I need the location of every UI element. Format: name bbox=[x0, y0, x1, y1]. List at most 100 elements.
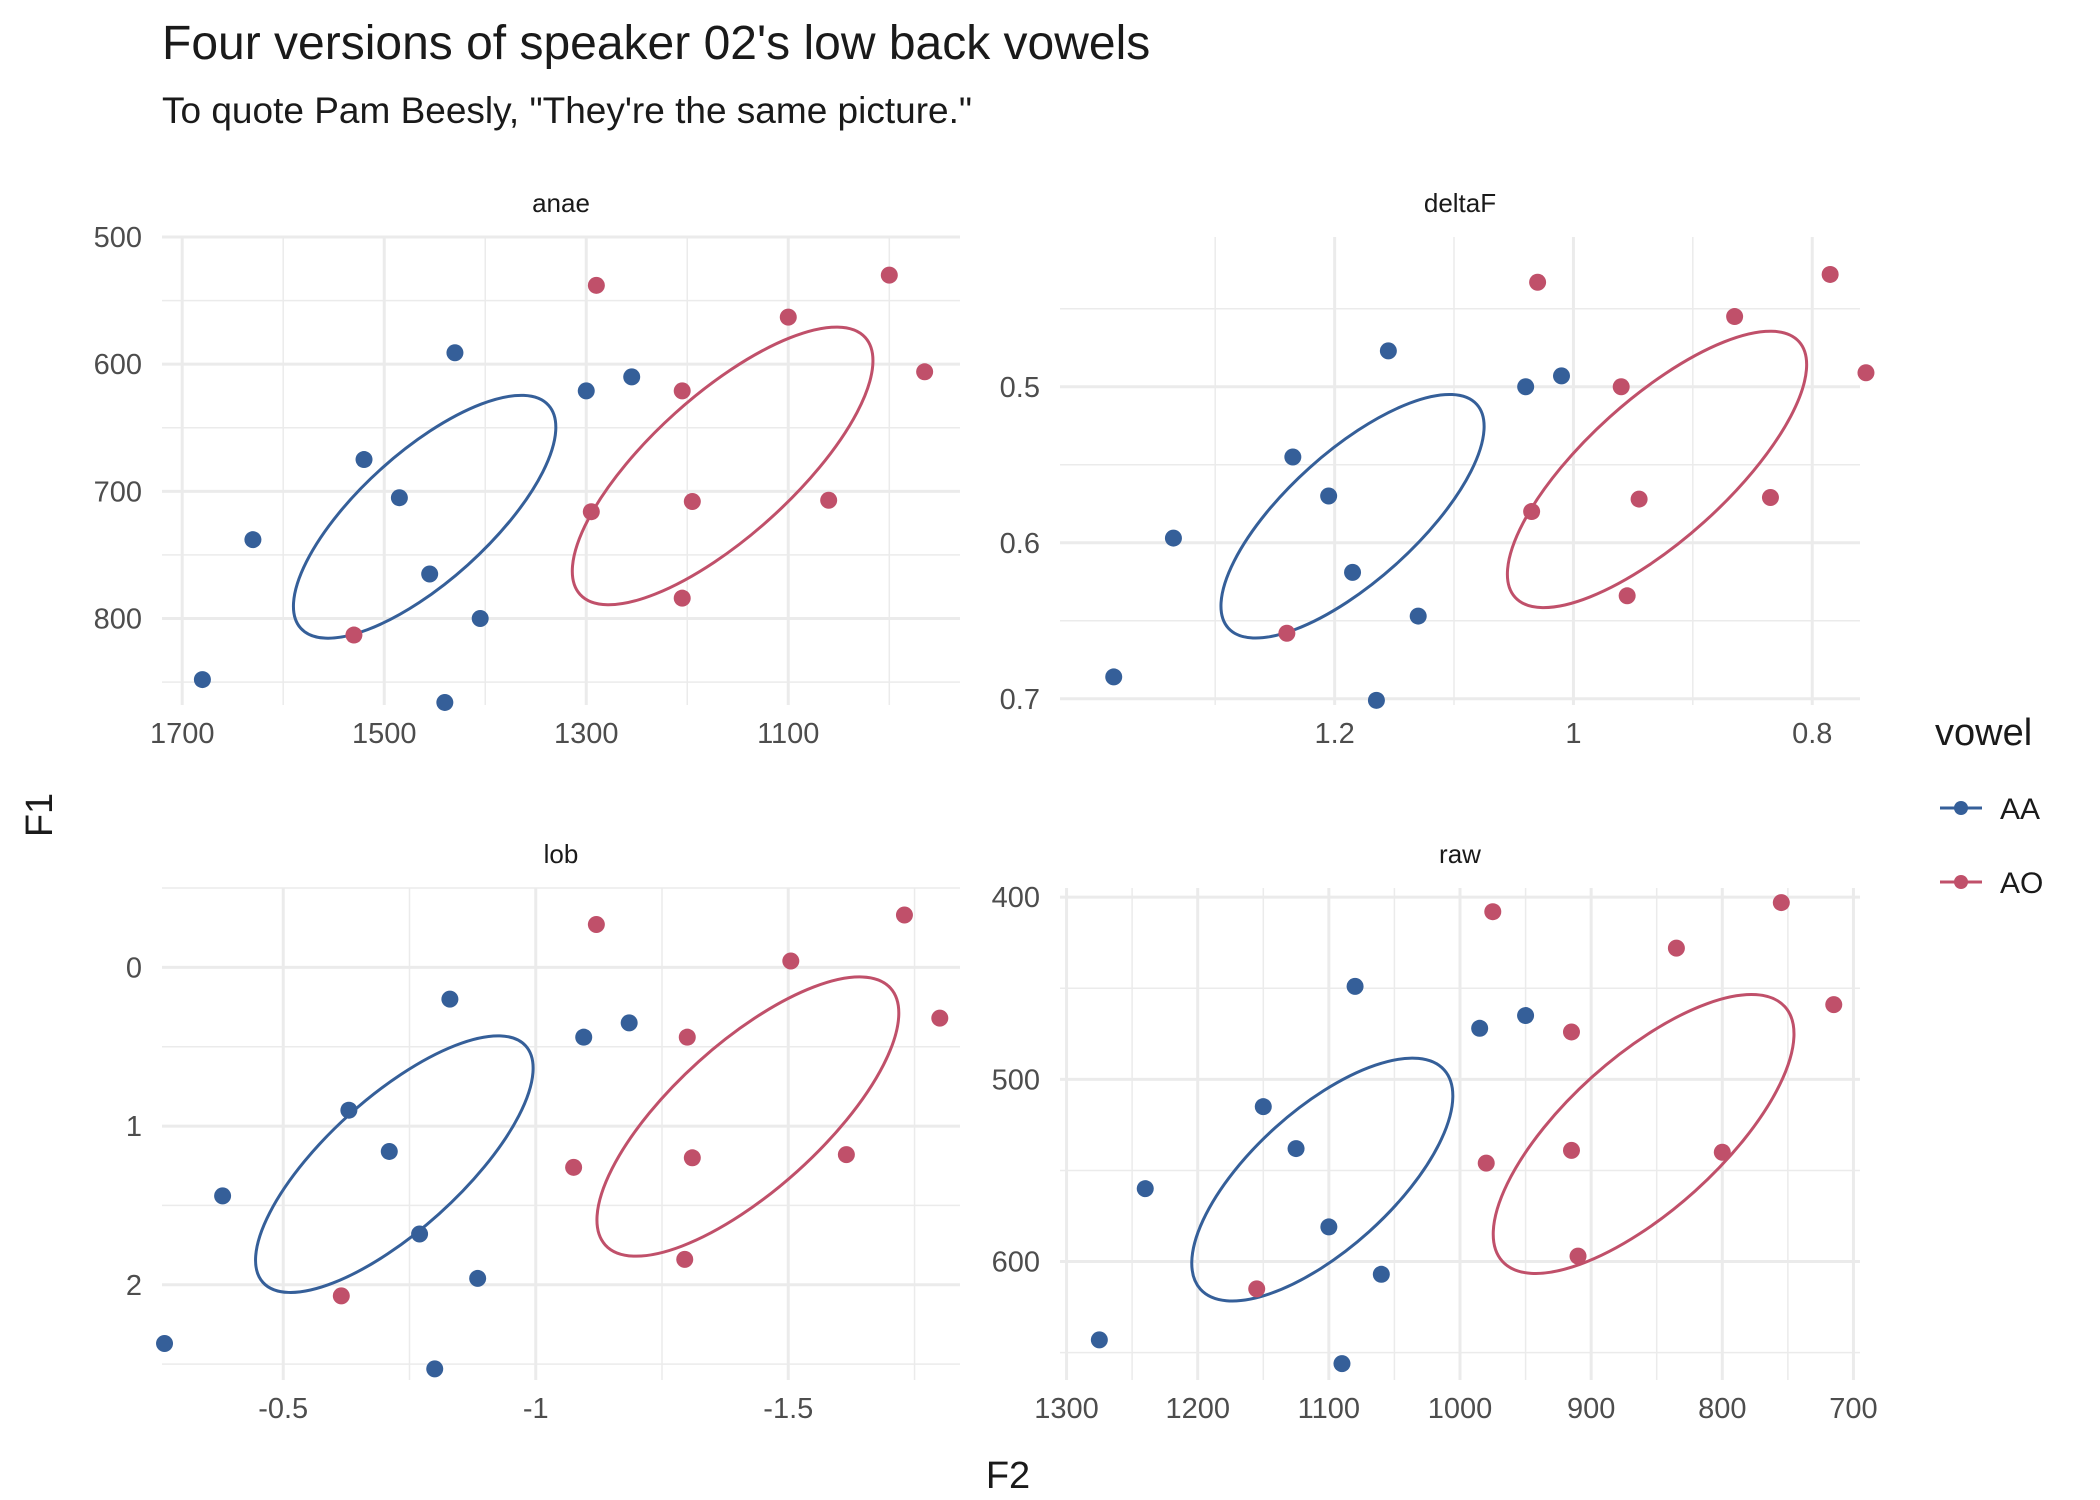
ellipse-aa bbox=[1190, 1056, 1455, 1303]
point-aa bbox=[1105, 668, 1123, 686]
point-ao bbox=[1667, 939, 1685, 957]
point-ao bbox=[1612, 378, 1630, 396]
point-ao bbox=[1562, 1023, 1580, 1041]
point-aa bbox=[1346, 977, 1364, 995]
point-ao bbox=[587, 916, 605, 934]
point-aa bbox=[355, 451, 373, 469]
x-tick-label: -0.5 bbox=[258, 1393, 308, 1425]
y-tick-label: 800 bbox=[94, 604, 142, 636]
legend-key-aa-point bbox=[1954, 801, 1968, 815]
point-aa bbox=[426, 1360, 444, 1378]
ellipse-aa bbox=[291, 393, 558, 640]
legend-label-ao: AO bbox=[2000, 867, 2043, 900]
point-ao bbox=[1630, 490, 1648, 508]
facet-anae: 1700 1500 1300 1100 500 600 700 800 anae bbox=[94, 188, 960, 750]
facet-lob: -0.5 -1 -1.5 0 1 2 lob bbox=[126, 839, 960, 1425]
y-tick-label: 0 bbox=[126, 952, 142, 984]
x-tick-label: 1300 bbox=[1034, 1393, 1099, 1425]
point-ao bbox=[582, 503, 600, 521]
x-tick-label: 0.8 bbox=[1792, 718, 1832, 750]
point-aa bbox=[1254, 1098, 1272, 1116]
ellipse-ao bbox=[595, 975, 901, 1258]
y-tick-label: 400 bbox=[992, 882, 1040, 914]
point-ao bbox=[837, 1146, 855, 1164]
chart-title: Four versions of speaker 02's low back v… bbox=[162, 17, 1151, 70]
legend-label-aa: AA bbox=[2000, 793, 2040, 826]
legend-item-aa: AA bbox=[1940, 793, 2040, 826]
facet-raw: 1300 1200 1100 1000 900 800 700 400 500 600 raw bbox=[992, 839, 1878, 1425]
point-aa bbox=[1517, 378, 1535, 396]
y-tick-label: 500 bbox=[992, 1064, 1040, 1096]
point-ao bbox=[587, 276, 605, 294]
x-axis-title: F2 bbox=[986, 1455, 1030, 1497]
point-ao bbox=[931, 1009, 949, 1027]
point-aa bbox=[380, 1142, 398, 1160]
x-tick-label: -1.5 bbox=[763, 1393, 813, 1425]
point-ao bbox=[345, 626, 363, 644]
point-aa bbox=[577, 382, 595, 400]
point-aa bbox=[620, 1014, 638, 1032]
x-tick-label: 1700 bbox=[150, 718, 215, 750]
point-ao bbox=[1523, 503, 1541, 521]
y-tick-label: 2 bbox=[126, 1270, 142, 1302]
point-ao bbox=[683, 1149, 701, 1167]
point-aa bbox=[623, 368, 641, 386]
point-aa bbox=[156, 1334, 174, 1352]
point-ao bbox=[1484, 903, 1502, 921]
point-ao bbox=[683, 493, 701, 511]
point-ao bbox=[332, 1287, 350, 1305]
facet-label: deltaF bbox=[1424, 188, 1496, 218]
point-ao bbox=[1569, 1247, 1587, 1265]
y-tick-label: 0.6 bbox=[1000, 528, 1040, 560]
legend-title: vowel bbox=[1935, 712, 2032, 754]
point-ao bbox=[782, 952, 800, 970]
point-aa bbox=[1090, 1331, 1108, 1349]
point-aa bbox=[1471, 1019, 1489, 1037]
x-tick-label: -1 bbox=[523, 1393, 549, 1425]
point-aa bbox=[1320, 487, 1338, 505]
point-ao bbox=[1278, 624, 1296, 642]
x-tick-label: 1100 bbox=[1298, 1393, 1360, 1425]
point-ao bbox=[916, 363, 934, 381]
point-aa bbox=[340, 1101, 358, 1119]
y-tick-label: 600 bbox=[992, 1247, 1040, 1279]
point-aa bbox=[441, 990, 459, 1008]
x-tick-label: 1200 bbox=[1165, 1393, 1230, 1425]
y-tick-label: 0.5 bbox=[1000, 372, 1040, 404]
point-ao bbox=[673, 589, 691, 607]
point-aa bbox=[471, 610, 489, 628]
point-aa bbox=[193, 671, 211, 689]
x-tick-label: 1500 bbox=[352, 718, 417, 750]
ellipse-ao bbox=[1491, 993, 1796, 1275]
point-ao bbox=[678, 1028, 696, 1046]
x-tick-label: 1000 bbox=[1428, 1393, 1493, 1425]
point-ao bbox=[1618, 587, 1636, 605]
point-aa bbox=[1372, 1265, 1390, 1283]
legend-key-ao-point bbox=[1954, 875, 1968, 889]
ellipse-ao bbox=[570, 325, 875, 607]
point-ao bbox=[673, 382, 691, 400]
point-aa bbox=[421, 565, 439, 583]
x-tick-label: 700 bbox=[1829, 1393, 1877, 1425]
point-aa bbox=[411, 1225, 429, 1243]
x-tick-label: 900 bbox=[1567, 1393, 1615, 1425]
point-aa bbox=[214, 1187, 232, 1205]
legend-item-ao: AO bbox=[1940, 867, 2043, 900]
point-aa bbox=[1287, 1140, 1305, 1158]
x-tick-label: 1100 bbox=[757, 718, 819, 750]
legend: vowel AA AO bbox=[1935, 712, 2043, 900]
point-ao bbox=[1562, 1141, 1580, 1159]
point-aa bbox=[1409, 607, 1427, 625]
point-aa bbox=[390, 489, 408, 507]
point-ao bbox=[1726, 308, 1744, 326]
point-aa bbox=[1333, 1355, 1351, 1373]
point-ao bbox=[1477, 1154, 1495, 1172]
point-aa bbox=[1320, 1218, 1338, 1236]
point-aa bbox=[436, 693, 454, 711]
point-aa bbox=[446, 344, 464, 362]
point-aa bbox=[1379, 342, 1397, 360]
point-aa bbox=[244, 531, 262, 549]
ellipse-aa bbox=[1219, 392, 1486, 640]
